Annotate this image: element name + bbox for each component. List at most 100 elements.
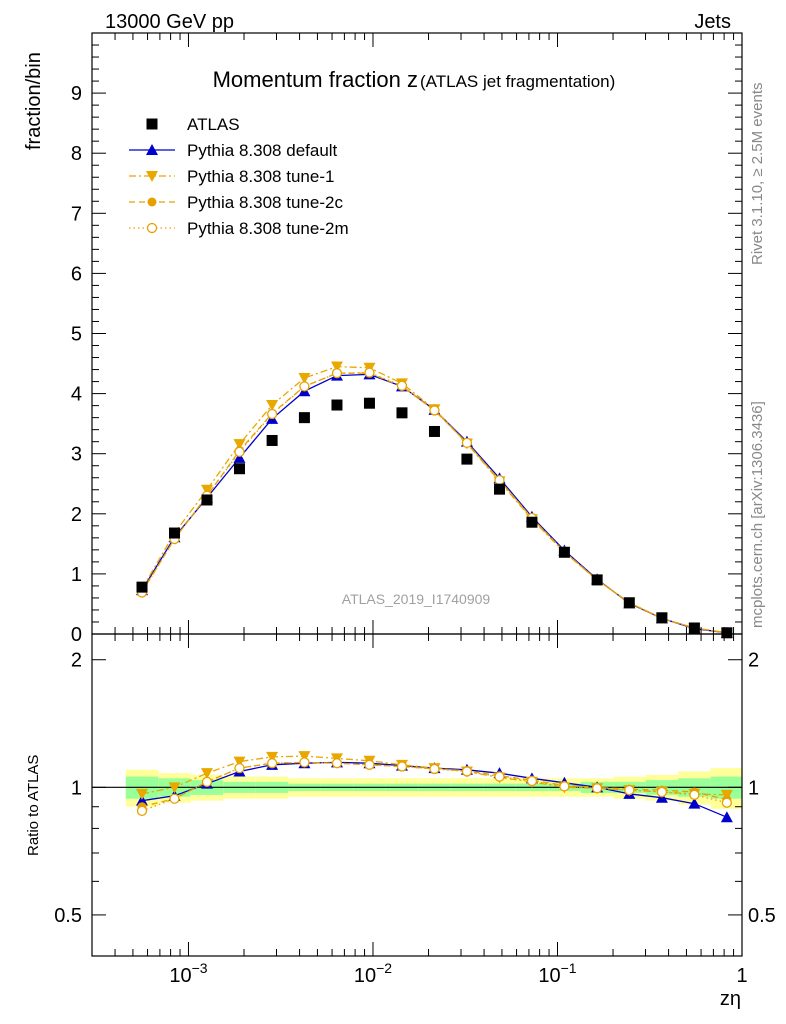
- main-point-atlas: [526, 516, 538, 528]
- main-point-atlas: [591, 574, 603, 586]
- main-ylabel: fraction/bin: [23, 52, 45, 150]
- ratio-point-pythia-8-308-tune-2m: [396, 761, 408, 772]
- legend-label-pythia-8-308-tune-2c: Pythia 8.308 tune-2c: [187, 193, 343, 212]
- legend-marker-atlas: [146, 118, 158, 130]
- ratio-point-pythia-8-308-default: [136, 794, 149, 806]
- ratio-point-pythia-8-308-tune-2m: [689, 789, 700, 800]
- ratio-point-pythia-8-308-tune-2m: [299, 757, 310, 768]
- ratio-point-pythia-8-308-default: [688, 797, 701, 809]
- ratio-point-pythia-8-308-tune-1: [298, 751, 311, 763]
- main-point-atlas: [428, 425, 440, 437]
- main-point-atlas: [266, 434, 278, 446]
- ratio-y-tick-label-left: 2: [71, 650, 82, 672]
- main-point-pythia-8-308-tune-1: [200, 484, 213, 496]
- main-point-pythia-8-308-tune-2m: [234, 446, 245, 458]
- ratio-point-pythia-8-308-tune-1: [233, 756, 246, 768]
- main-point-atlas: [233, 463, 245, 475]
- x-tick-label-exponent: −1: [561, 960, 577, 976]
- ratio-y-tick-label-right: 2: [748, 650, 759, 672]
- main-point-pythia-8-308-tune-1: [266, 400, 279, 412]
- process-label: 13000 GeV pp: [105, 11, 234, 33]
- ratio-point-pythia-8-308-tune-2m: [461, 766, 473, 777]
- ratio-frame: [91, 633, 743, 957]
- main-point-pythia-8-308-tune-2m: [266, 408, 278, 420]
- ratio-point-pythia-8-308-tune-1: [136, 788, 149, 800]
- main-point-atlas: [656, 612, 668, 624]
- ratio-point-pythia-8-308-tune-2m: [201, 776, 213, 788]
- main-point-pythia-8-308-tune-2m: [331, 368, 343, 379]
- main-point-atlas: [169, 527, 181, 539]
- main-point-pythia-8-308-tune-2m: [396, 380, 408, 391]
- main-y-tick-label: 4: [71, 384, 82, 406]
- main-y-tick-label: 5: [71, 324, 82, 346]
- main-point-atlas: [623, 597, 635, 609]
- main-y-tick-label: 6: [71, 263, 82, 285]
- main-point-atlas: [558, 546, 570, 558]
- ratio-point-pythia-8-308-tune-2m: [526, 775, 538, 787]
- main-y-tick-label: 2: [71, 504, 82, 526]
- ratio-panel: 0.5 0.51 12 2 Ratio to ATLAS 10−3 10−2 10−1 1 …: [25, 633, 776, 1010]
- main-point-pythia-8-308-tune-1: [233, 439, 246, 451]
- ratio-point-pythia-8-308-tune-2m: [721, 797, 733, 808]
- ratio-point-pythia-8-308-tune-2m: [429, 763, 440, 775]
- main-point-atlas: [721, 627, 733, 639]
- ratio-point-pythia-8-308-tune-1: [266, 751, 279, 763]
- ratio-y-tick-label-right: 1: [748, 777, 759, 799]
- main-point-atlas: [136, 581, 148, 593]
- ratio-point-pythia-8-308-tune-1: [200, 768, 213, 780]
- main-y-tick-label: 1: [71, 564, 82, 586]
- main-point-pythia-8-308-tune-2m: [494, 474, 505, 486]
- legend-label-pythia-8-308-tune-2m: Pythia 8.308 tune-2m: [187, 219, 349, 238]
- main-y-tick-label: 0: [71, 624, 82, 646]
- main-point-atlas: [396, 407, 408, 419]
- main-title: Momentum fraction z: [213, 67, 418, 92]
- ratio-point-pythia-8-308-tune-1: [168, 782, 181, 794]
- x-tick-label: 1: [736, 965, 747, 987]
- x-tick-label-exponent: −3: [192, 960, 208, 976]
- legend-marker-pythia-8-308-tune-2c: [147, 197, 157, 207]
- main-point-atlas: [201, 494, 213, 506]
- ratio-point-pythia-8-308-tune-2m: [656, 786, 668, 798]
- main-point-atlas: [461, 453, 473, 465]
- ratio-point-pythia-8-308-tune-2m: [136, 805, 148, 817]
- main-point-pythia-8-308-default: [233, 451, 246, 463]
- legend-marker-pythia-8-308-default: [146, 144, 158, 155]
- ratio-y-tick-label-left: 0.5: [54, 905, 82, 927]
- ratio-y-tick-label-left: 1: [71, 777, 82, 799]
- x-axis-label: zη: [720, 988, 741, 1010]
- ratio-point-pythia-8-308-tune-2m: [169, 793, 180, 804]
- legend-marker-pythia-8-308-tune-2m: [146, 222, 158, 234]
- ratio-point-pythia-8-308-tune-2m: [494, 771, 505, 782]
- ratio-point-pythia-8-308-tune-2m: [331, 758, 343, 769]
- main-point-atlas: [494, 483, 506, 495]
- main-y-tick-label: 8: [71, 143, 82, 165]
- main-point-atlas: [298, 412, 310, 424]
- main-panel: 0 1 2 3 4 5 6 7 8 9 Momentum fraction z (ATLAS je…: [23, 32, 743, 646]
- analysis-id-label: ATLAS_2019_I1740909: [342, 591, 491, 607]
- main-subtitle: (ATLAS jet fragmentation): [420, 72, 615, 91]
- legend-label-pythia-8-308-default: Pythia 8.308 default: [187, 141, 338, 160]
- main-y-tick-label: 7: [71, 203, 82, 225]
- main-point-pythia-8-308-tune-2m: [364, 367, 375, 378]
- x-tick-label: 10−1: [538, 960, 576, 987]
- ratio-point-pythia-8-308-tune-2m: [266, 758, 278, 769]
- main-point-pythia-8-308-tune-1: [330, 361, 343, 373]
- main-y-tick-label: 3: [71, 444, 82, 466]
- main-point-atlas: [363, 397, 375, 409]
- main-y-tick-label: 9: [71, 83, 82, 105]
- main-point-pythia-8-308-tune-1: [298, 372, 311, 384]
- legend: ATLAS Pythia 8.308 default Pythia 8.308 tu…: [129, 115, 349, 238]
- ratio-point-pythia-8-308-default: [720, 811, 733, 823]
- main-point-atlas: [331, 399, 343, 411]
- ratio-point-pythia-8-308-tune-2m: [559, 781, 570, 792]
- x-tick-label-exponent: −2: [376, 960, 392, 976]
- main-point-pythia-8-308-tune-2m: [299, 381, 310, 392]
- ratio-point-pythia-8-308-tune-2m: [364, 759, 375, 770]
- ratio-point-pythia-8-308-tune-2m: [591, 783, 603, 794]
- legend-marker-pythia-8-308-tune-1: [146, 171, 158, 182]
- x-tick-label: 10−2: [354, 960, 392, 987]
- legend-label-atlas: ATLAS: [187, 115, 240, 134]
- main-point-atlas: [688, 622, 700, 634]
- legend-label-pythia-8-308-tune-1: Pythia 8.308 tune-1: [187, 167, 334, 186]
